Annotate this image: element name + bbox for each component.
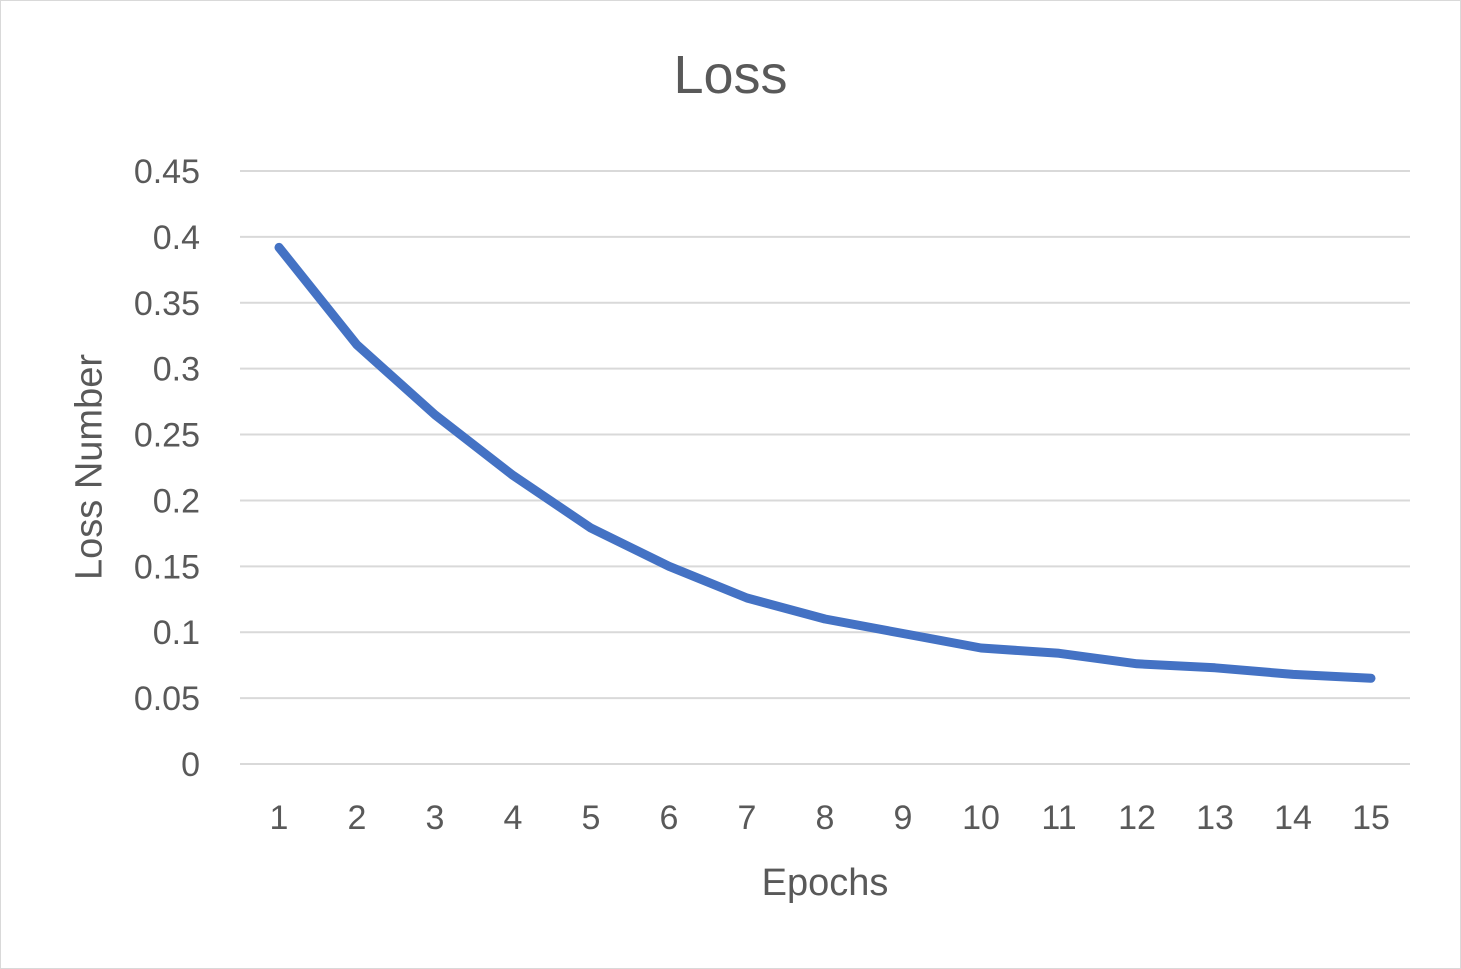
- y-tick-label: 0.1: [153, 614, 200, 652]
- x-tick-label: 8: [816, 799, 835, 837]
- data-point: [1133, 659, 1141, 668]
- y-tick-labels: 0 0.05 0.1 0.15 0.2 0.25 0.3 0.35 0.4 0.45: [134, 153, 200, 784]
- x-tick-label: 13: [1196, 799, 1234, 837]
- x-tick-label: 7: [738, 799, 757, 837]
- y-tick-label: 0.15: [134, 548, 200, 586]
- y-tick-label: 0.4: [153, 219, 200, 257]
- x-tick-label: 12: [1118, 799, 1156, 837]
- x-tick-label: 15: [1352, 799, 1390, 837]
- data-point: [899, 629, 907, 638]
- data-point: [1211, 663, 1219, 672]
- x-tick-label: 10: [962, 799, 1000, 837]
- data-point: [1055, 649, 1063, 658]
- x-tick-label: 9: [894, 799, 913, 837]
- x-tick-label: 5: [582, 799, 601, 837]
- x-axis-label: Epochs: [761, 862, 889, 904]
- y-tick-label: 0.45: [134, 153, 200, 191]
- data-point: [431, 410, 439, 419]
- data-point: [665, 562, 673, 571]
- x-tick-label: 14: [1274, 799, 1312, 837]
- data-point: [743, 593, 751, 602]
- data-point: [977, 644, 985, 653]
- series-group: [274, 242, 1376, 683]
- gridlines: [240, 170, 1410, 765]
- x-tick-label: 11: [1041, 799, 1076, 837]
- chart-title: Loss: [673, 45, 788, 105]
- x-tick-label: 3: [426, 799, 445, 837]
- y-tick-label: 0: [181, 746, 200, 784]
- data-point: [1289, 670, 1297, 679]
- y-tick-label: 0.05: [134, 680, 200, 718]
- data-point: [1367, 674, 1375, 683]
- y-tick-label: 0.3: [153, 351, 200, 389]
- data-point: [275, 243, 283, 252]
- x-tick-label: 6: [660, 799, 679, 837]
- series-line-0: [274, 242, 1376, 683]
- y-tick-label: 0.25: [134, 417, 200, 455]
- data-point: [509, 471, 517, 480]
- x-tick-label: 1: [270, 799, 289, 837]
- y-tick-label: 0.2: [153, 482, 200, 520]
- data-point: [821, 615, 829, 624]
- x-tick-label: 2: [348, 799, 367, 837]
- x-tick-label: 4: [504, 799, 523, 837]
- data-point: [353, 340, 361, 349]
- data-point: [587, 524, 595, 533]
- y-tick-label: 0.35: [134, 285, 200, 323]
- x-tick-labels: 1 2 3 4 5 6 7 8 9 10 11 12 13 14 15: [270, 799, 1390, 837]
